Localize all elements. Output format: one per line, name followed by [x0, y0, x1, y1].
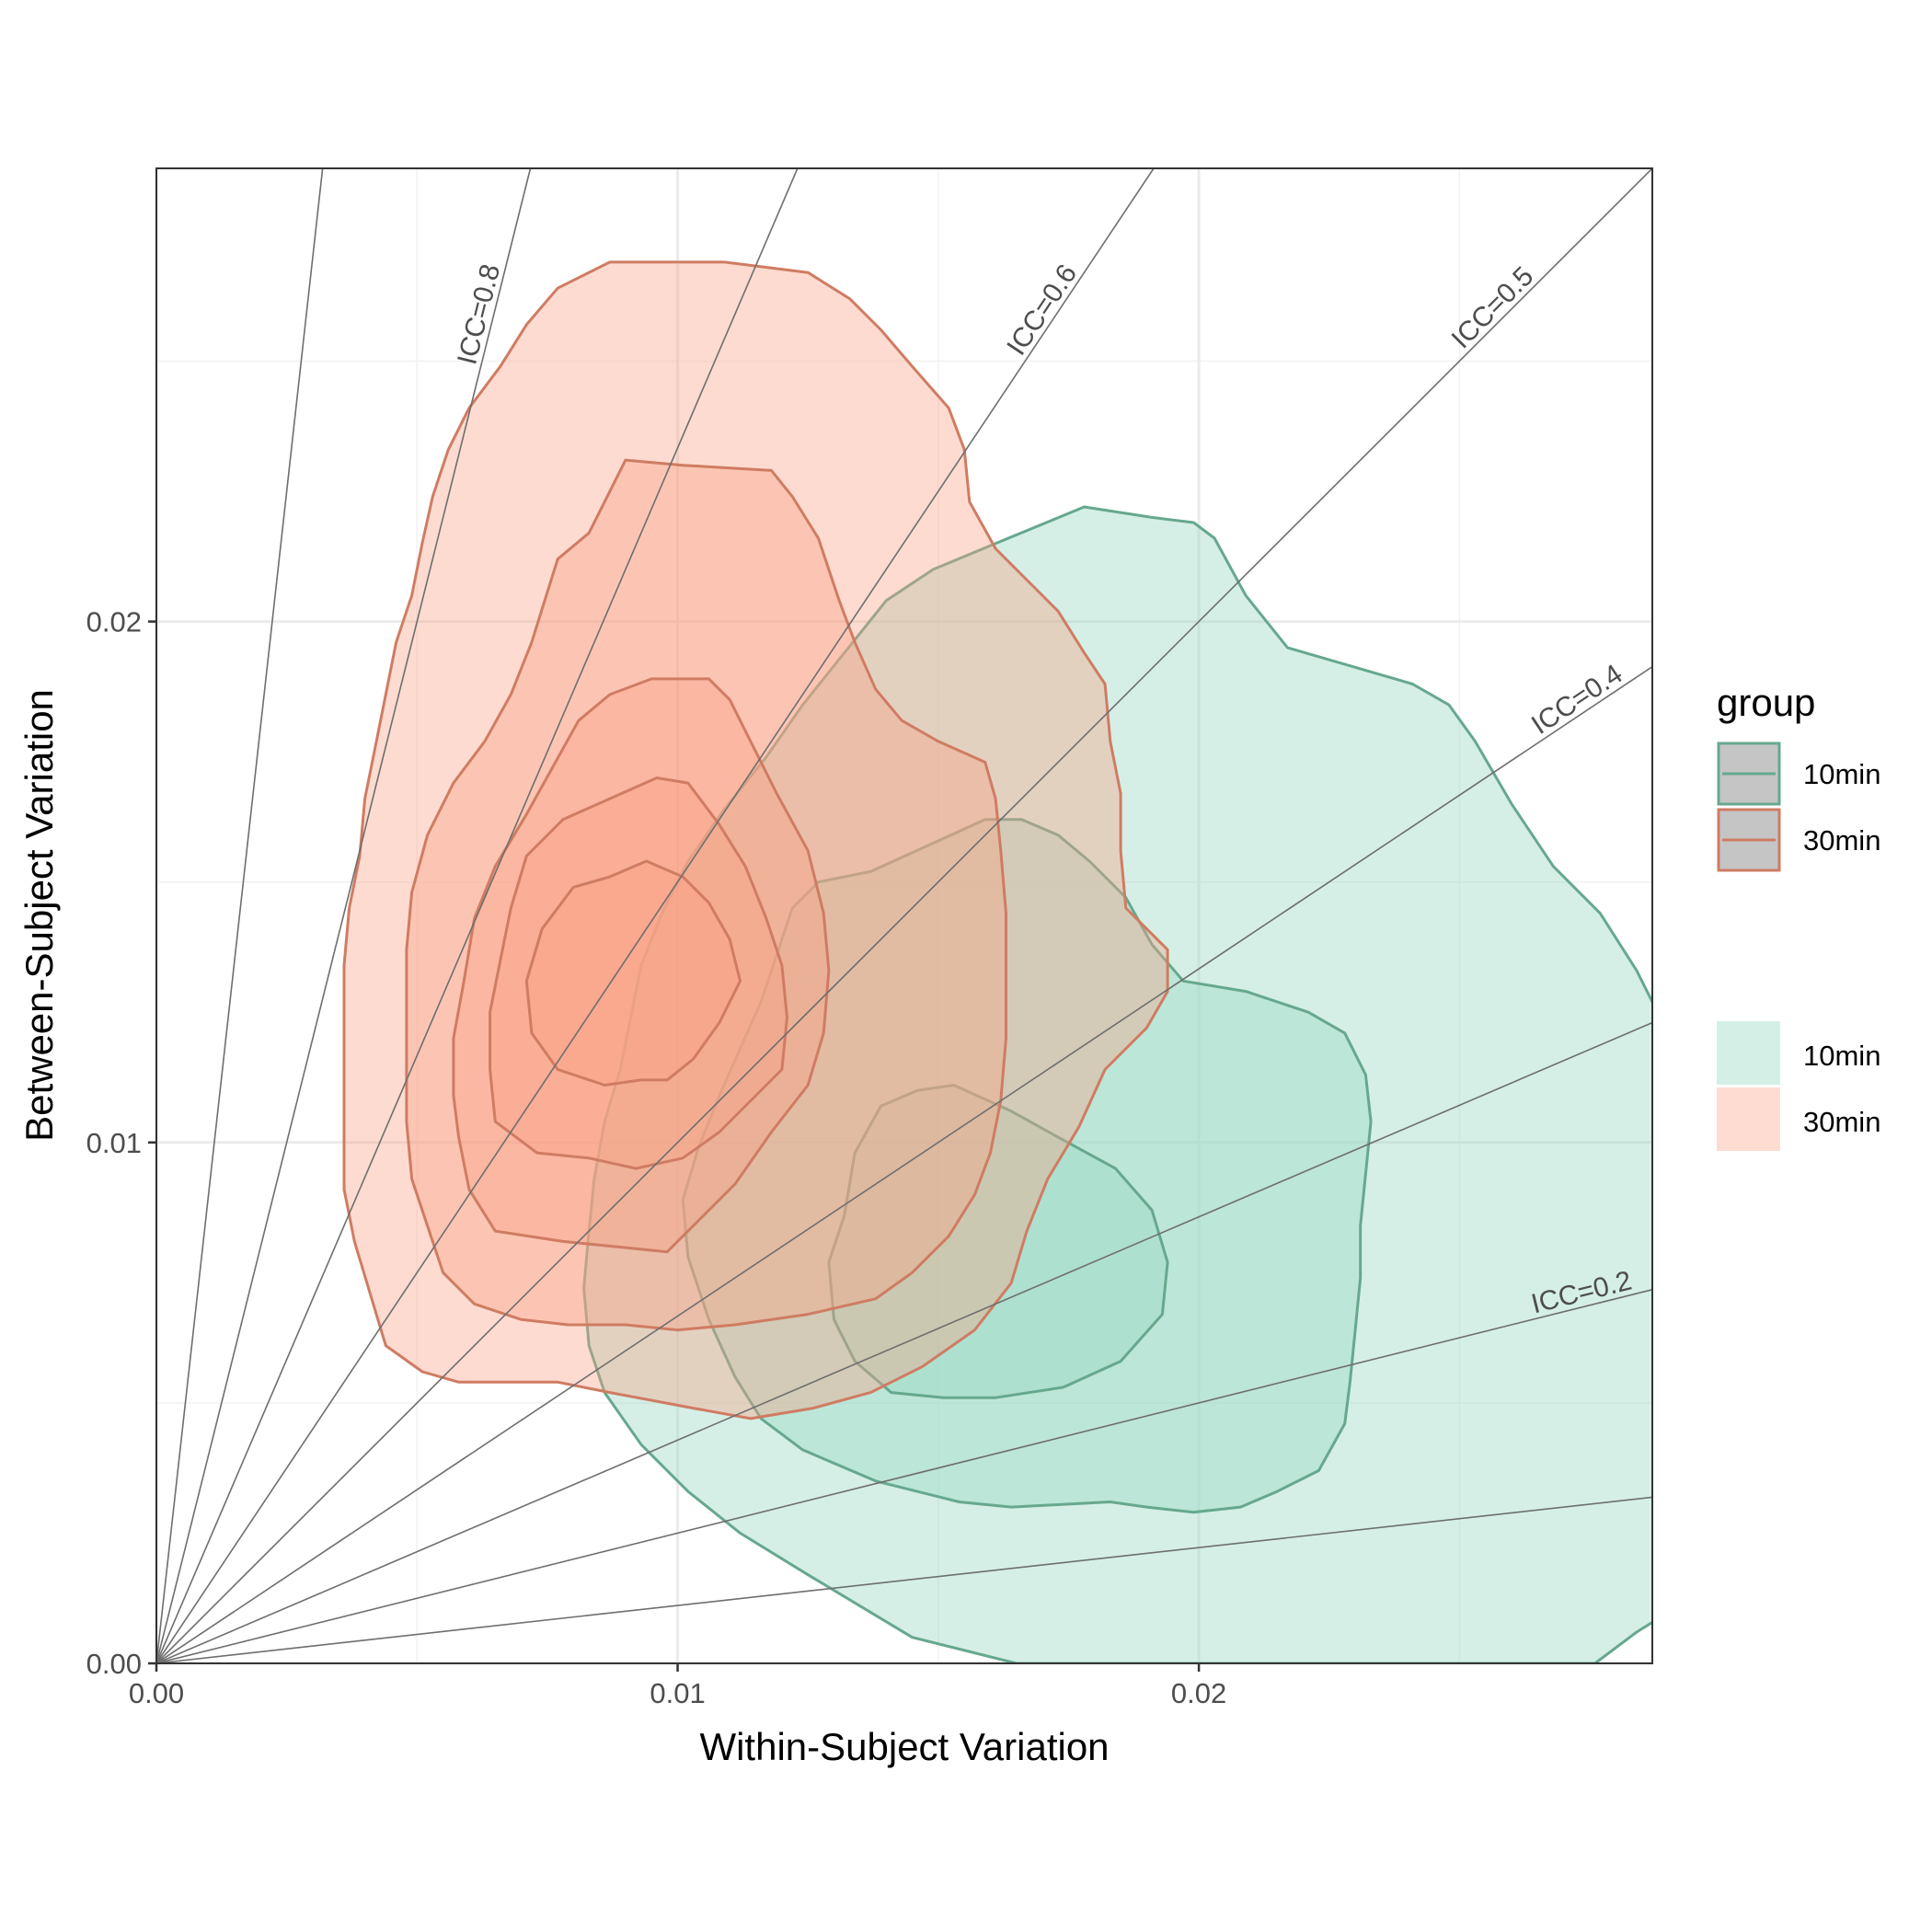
- legend-key-line-30min: [1717, 808, 1781, 872]
- legend-key-line-10min: [1717, 742, 1781, 806]
- x-axis-ticks: 0.00 0.01 0.02: [129, 1663, 1226, 1709]
- y-axis-ticks: 0.00 0.01 0.02: [86, 606, 156, 1680]
- density-contours: [342, 260, 1652, 1663]
- contour-10min-level-3: [827, 1084, 1169, 1399]
- y-tick-label: 0.00: [86, 1648, 142, 1680]
- x-tick-label: 0.00: [129, 1677, 184, 1709]
- y-axis-title: Between-Subject Variation: [17, 689, 61, 1142]
- y-tick-label: 0.02: [86, 606, 142, 638]
- legend-title: group: [1717, 681, 1815, 724]
- icc-line-0.7: [156, 168, 799, 1663]
- legend: group 10min 30min 10min 30min: [1717, 681, 1880, 1151]
- x-tick-label: 0.02: [1171, 1677, 1226, 1709]
- icc-reference-lines: [156, 168, 1652, 1663]
- contour-series-10min: [582, 505, 1652, 1663]
- contour-series-30min: [342, 260, 1169, 1420]
- contour-30min-level-3: [452, 677, 831, 1254]
- icc-line-0.4: [156, 666, 1652, 1663]
- icc-line-0.2: [156, 1288, 1652, 1663]
- legend-key-fill-10min: [1717, 1021, 1780, 1085]
- icc-line-0.5: [156, 168, 1652, 1663]
- x-axis-title: Within-Subject Variation: [699, 1725, 1109, 1768]
- contour-10min-level-2: [681, 818, 1373, 1514]
- plot-panel-border: [155, 167, 1653, 1664]
- icc-line-0.8: [156, 168, 532, 1663]
- legend-label-line-10min: 10min: [1803, 758, 1880, 790]
- icc-line-0.6: [156, 168, 1155, 1663]
- legend-key-fill-30min: [1717, 1087, 1780, 1151]
- legend-label-line-30min: 30min: [1803, 824, 1880, 857]
- icc-line-0.3: [156, 1021, 1652, 1663]
- contour-30min-level-2: [405, 458, 1007, 1332]
- icc-line-0.1: [156, 1496, 1652, 1663]
- contour-10min-level-1: [582, 505, 1652, 1663]
- contour-30min-level-1: [342, 260, 1169, 1420]
- y-tick-label: 0.01: [86, 1127, 142, 1159]
- icc-line-0.9: [156, 168, 324, 1663]
- legend-label-fill-10min: 10min: [1803, 1040, 1880, 1072]
- x-tick-label: 0.01: [650, 1677, 705, 1709]
- legend-label-fill-30min: 30min: [1803, 1106, 1880, 1138]
